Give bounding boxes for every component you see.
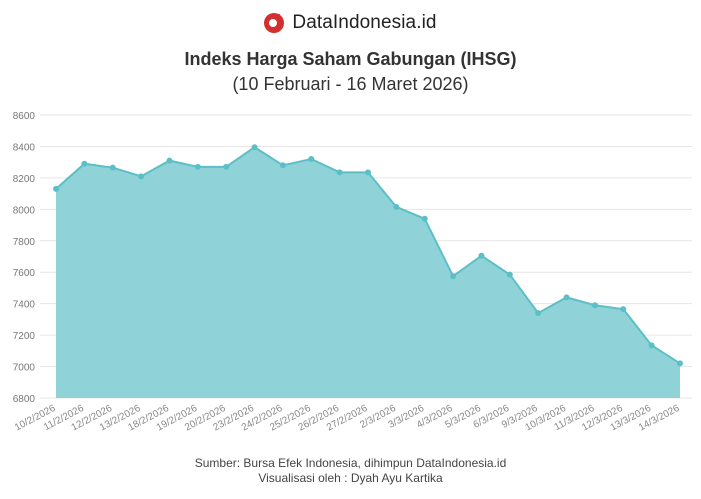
y-tick-label: 7200 [13,331,36,342]
data-point [535,310,542,317]
data-point [620,306,627,313]
data-point [648,342,655,349]
y-tick-label: 6800 [13,394,36,405]
series-area [56,147,680,398]
data-point [591,302,598,309]
brand-header: DataIndonesia.id [0,12,701,34]
data-point [109,164,116,171]
data-point [393,203,400,210]
chart-footer: Sumber: Bursa Efek Indonesia, dihimpun D… [0,456,701,486]
data-point [478,252,485,259]
data-point [421,215,428,222]
y-tick-label: 8200 [13,174,36,185]
data-point [223,163,230,170]
data-point [194,163,201,170]
y-tick-label: 7600 [13,268,36,279]
y-tick-label: 7000 [13,363,36,374]
chart-title: Indeks Harga Saham Gabungan (IHSG) [184,49,517,69]
data-point [308,156,315,163]
data-point [53,185,59,192]
data-point [677,360,683,367]
dataindonesia-logo-icon [264,13,285,33]
y-tick-label: 8400 [13,142,36,153]
source-note: Sumber: Bursa Efek Indonesia, dihimpun D… [194,456,507,470]
brand-name: DataIndonesia.id [292,12,437,33]
y-tick-label: 8600 [13,111,36,122]
data-point [251,144,258,151]
data-point [450,273,457,280]
data-point [166,157,173,164]
credit-note: Visualisasi oleh : Dyah Ayu Kartika [258,471,443,485]
data-point [506,271,513,278]
data-point [336,169,343,176]
data-point [138,173,145,180]
y-tick-label: 8000 [13,205,36,216]
data-point [563,294,570,301]
data-point [81,160,88,167]
y-tick-label: 7400 [13,300,36,311]
chart-subtitle: (10 Februari - 16 Maret 2026) [232,74,469,94]
data-point [279,162,286,169]
y-tick-label: 7800 [13,237,36,248]
data-point [365,169,371,176]
